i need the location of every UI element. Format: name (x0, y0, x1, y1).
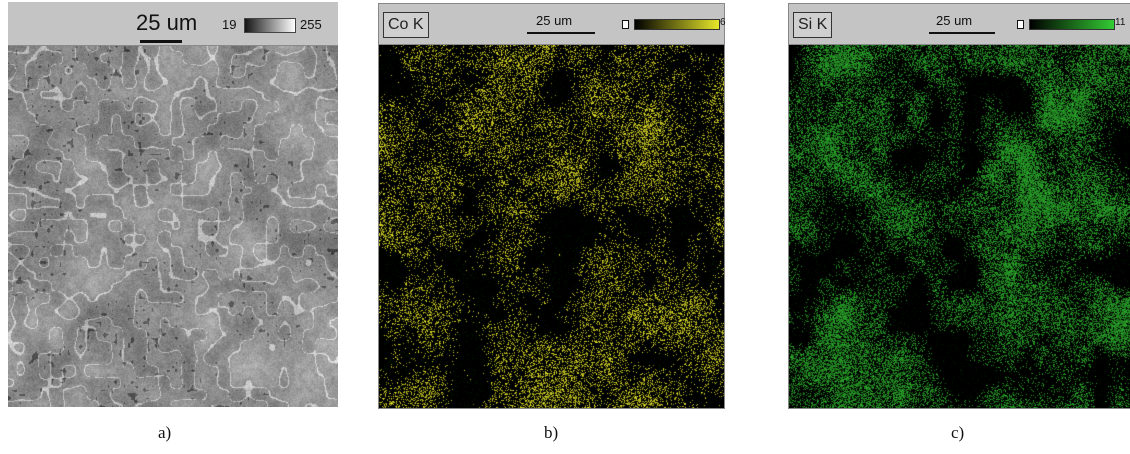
silicon-map-panel: Si K 25 um 11 (788, 3, 1130, 409)
scale-bar (929, 32, 995, 34)
green-colorbar (1029, 19, 1115, 30)
yellow-colorbar (634, 19, 720, 30)
colorbar-min-marker (1017, 20, 1024, 29)
caption-a: a) (158, 423, 172, 442)
caption-c: c) (951, 423, 965, 442)
scale-bar-label: 25 um (536, 13, 573, 28)
sem-micrograph-canvas (8, 46, 338, 407)
colorbar-min-marker (622, 20, 629, 29)
silicon-header-bar: Si K 25 um 11 (789, 4, 1130, 45)
colorbar-max-label: 255 (300, 17, 322, 32)
element-label-box: Co K (383, 12, 429, 38)
colorbar-min-label: 19 (222, 17, 237, 32)
sem-micrograph (8, 46, 338, 407)
cobalt-map-panel: Co K 25 um 6 (378, 3, 726, 409)
colorbar-max-label: 11 (1115, 17, 1126, 28)
scale-bar-label: 25 um (136, 10, 198, 35)
silicon-map-canvas (789, 45, 1130, 408)
element-label-box: Si K (793, 12, 833, 38)
colorbar-max-label: 6 (720, 17, 726, 28)
scale-bar (527, 32, 595, 34)
sem-header-bar: 25 um 19 255 (8, 2, 338, 46)
caption-b: b) (544, 423, 559, 442)
cobalt-map-canvas (379, 45, 724, 408)
cobalt-header-bar: Co K 25 um 6 (379, 4, 726, 45)
grayscale-colorbar (244, 18, 296, 33)
scale-bar-label: 25 um (936, 13, 973, 28)
silicon-element-map (789, 45, 1130, 408)
scale-bar (140, 40, 182, 43)
cobalt-element-map (379, 45, 724, 408)
sem-image-panel: 25 um 19 255 (8, 2, 338, 407)
